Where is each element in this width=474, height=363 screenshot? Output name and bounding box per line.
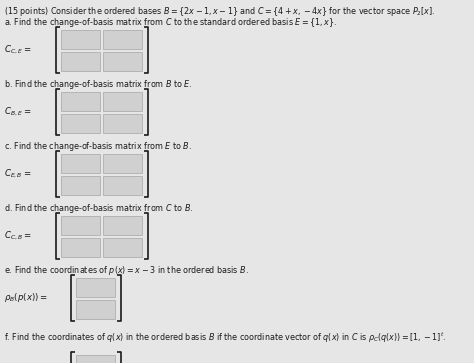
Bar (62, 154, 100, 172)
Bar (76, 355, 116, 363)
Bar (62, 29, 100, 49)
Bar (103, 52, 143, 70)
Text: (15 points) Consider the ordered bases $B = \{2x-1, x-1\}$ and $C = \{4+x,-4x\}$: (15 points) Consider the ordered bases $… (4, 5, 435, 18)
Bar (62, 216, 100, 234)
Bar (62, 175, 100, 195)
Text: $\rho_B(p(x)) =$: $\rho_B(p(x)) =$ (4, 291, 48, 305)
Text: b. Find the change-of-basis matrix from $B$ to $E$.: b. Find the change-of-basis matrix from … (4, 78, 192, 91)
Bar (103, 216, 143, 234)
Text: f. Find the coordinates of $q(x)$ in the ordered basis $B$ if the coordinate vec: f. Find the coordinates of $q(x)$ in the… (4, 331, 446, 346)
Bar (103, 114, 143, 132)
Bar (103, 175, 143, 195)
Bar (103, 29, 143, 49)
Text: $C_{B,E} =$: $C_{B,E} =$ (4, 106, 31, 118)
Bar (76, 299, 116, 318)
Bar (62, 52, 100, 70)
Bar (76, 277, 116, 297)
Bar (62, 114, 100, 132)
Bar (62, 91, 100, 110)
Text: e. Find the coordinates of $p(x) = x-3$ in the ordered basis $B$.: e. Find the coordinates of $p(x) = x-3$ … (4, 264, 249, 277)
Text: $C_{C,E} =$: $C_{C,E} =$ (4, 44, 31, 56)
Text: a. Find the change-of-basis matrix from $C$ to the standard ordered basis $E = \: a. Find the change-of-basis matrix from … (4, 16, 337, 29)
Text: $C_{C,B} =$: $C_{C,B} =$ (4, 230, 32, 242)
Text: $C_{E,B} =$: $C_{E,B} =$ (4, 168, 31, 180)
Bar (103, 154, 143, 172)
Bar (103, 237, 143, 257)
Text: c. Find the change-of-basis matrix from $E$ to $B$.: c. Find the change-of-basis matrix from … (4, 140, 192, 153)
Text: d. Find the change-of-basis matrix from $C$ to $B$.: d. Find the change-of-basis matrix from … (4, 202, 193, 215)
Bar (103, 91, 143, 110)
Bar (62, 237, 100, 257)
